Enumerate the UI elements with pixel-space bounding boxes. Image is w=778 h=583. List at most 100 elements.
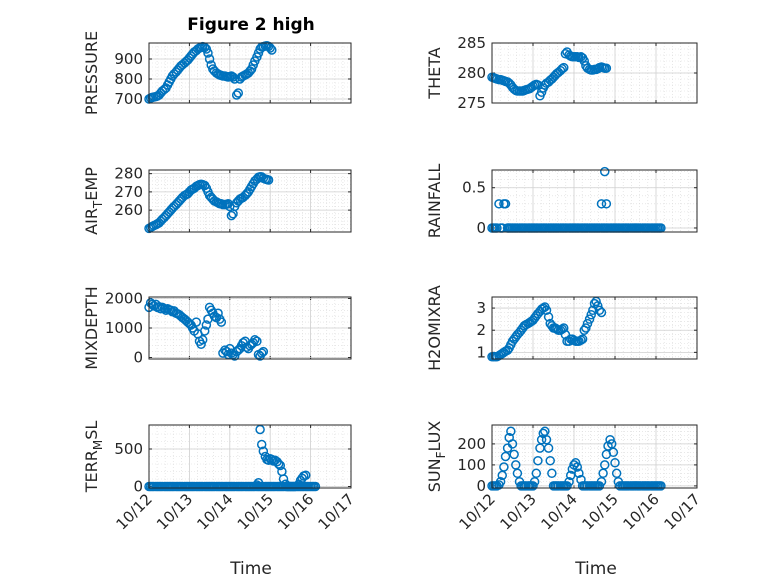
data-point [196, 339, 206, 349]
data-point [543, 443, 554, 453]
y-tick-label: 500 [114, 440, 143, 458]
data-point [536, 434, 547, 445]
subplot-6: 1 2 3 H2OMIXRA [425, 285, 698, 371]
data-point [557, 64, 567, 74]
data-point [531, 468, 542, 479]
data-point [256, 348, 267, 358]
data-point [258, 346, 269, 357]
subplot-4: 0 0.5 RAINFALL [425, 164, 698, 238]
data-point [216, 317, 227, 327]
y-tick-label: 100 [457, 456, 486, 474]
data-point [252, 480, 262, 490]
data-point [596, 307, 607, 318]
x-tick-label: 10/17 [661, 490, 704, 533]
data-point [191, 317, 202, 327]
x-tick-label: 10/16 [620, 490, 663, 533]
axes-box [148, 169, 352, 233]
x-tick-label: 10/13 [497, 490, 540, 533]
data-point [610, 458, 620, 468]
data-point [574, 468, 584, 479]
x-tick-label: 10/13 [153, 490, 196, 533]
data-point [656, 481, 666, 491]
x-tick-label: 10/16 [274, 490, 317, 533]
data-point [278, 474, 289, 484]
y-tick-label: 0 [476, 219, 486, 237]
data-point [559, 62, 569, 73]
x-axis-label-right: Time [574, 559, 617, 579]
axes-box [148, 296, 352, 360]
x-tick-label: 10/14 [193, 490, 236, 533]
y-tick-label: 270 [114, 183, 143, 201]
y-axis-label: AIRTEMP [82, 167, 105, 235]
data-point [601, 63, 612, 73]
y-tick-label: 700 [114, 90, 143, 108]
y-tick-label: 3 [476, 299, 486, 317]
x-tick-label: 10/14 [538, 490, 581, 533]
x-tick-label: 10/15 [234, 490, 277, 533]
data-point [600, 166, 610, 177]
y-tick-label: 285 [457, 34, 486, 52]
data-point [267, 45, 277, 55]
data-point [203, 48, 213, 58]
plot-area [492, 170, 697, 232]
subplot-1: 700 800 900 PRESSURE [82, 31, 352, 115]
data-point [256, 439, 267, 450]
y-axis-label: MIXDEPTH [82, 286, 101, 369]
data-point [596, 199, 607, 209]
data-point [500, 199, 511, 209]
x-tick-label: 10/12 [113, 490, 156, 533]
x-axis-label-left: Time [229, 559, 272, 579]
data-point [559, 323, 569, 333]
data-point [253, 478, 264, 488]
y-axis-label: SUNFLUX [425, 421, 448, 493]
data-point [545, 455, 555, 466]
plot-area [149, 170, 351, 232]
y-axis-label: H2OMIXRA [425, 285, 444, 371]
y-tick-label: 260 [114, 201, 143, 219]
data-point [273, 459, 284, 469]
data-point [570, 458, 581, 468]
subplot-7: 0 500 TERRMSL 10/1210/1310/1410/1510/1610/1… [82, 421, 358, 534]
axes-box [491, 296, 698, 360]
data-point [233, 88, 244, 98]
y-tick-label: 2000 [105, 289, 143, 307]
data-point [564, 476, 574, 487]
y-axis-label: THETA [425, 47, 444, 99]
data-point [608, 447, 619, 458]
data-point [159, 304, 170, 314]
data-point [600, 460, 610, 470]
data-point [231, 90, 242, 100]
y-tick-label: 0 [133, 349, 143, 367]
data-point [576, 335, 586, 345]
data-point [310, 481, 321, 492]
axes-box [148, 424, 352, 489]
data-point [204, 54, 215, 64]
figure-title: Figure 2 high [187, 15, 315, 35]
data-point [586, 309, 596, 320]
y-tick-label: 1000 [105, 319, 143, 337]
y-tick-label: 280 [114, 165, 143, 183]
data-point [252, 336, 262, 347]
data-point [200, 326, 210, 336]
y-tick-label: 2 [476, 321, 486, 339]
data-point [500, 451, 511, 462]
data-point [605, 434, 615, 445]
y-tick-label: 0.5 [462, 179, 486, 197]
y-axis-label: PRESSURE [82, 31, 101, 115]
y-tick-label: 900 [114, 50, 143, 68]
data-point [584, 314, 595, 324]
data-point [201, 320, 212, 330]
data-point [506, 426, 516, 437]
data-point [541, 305, 552, 316]
data-point [275, 460, 286, 471]
y-tick-label: 280 [457, 64, 486, 82]
data-point [572, 462, 583, 472]
data-point [582, 318, 593, 329]
axes-box [148, 42, 352, 104]
data-point [301, 470, 311, 480]
y-tick-label: 200 [457, 435, 486, 453]
data-point [533, 455, 543, 466]
data-point [250, 335, 260, 345]
data-point [507, 439, 518, 449]
